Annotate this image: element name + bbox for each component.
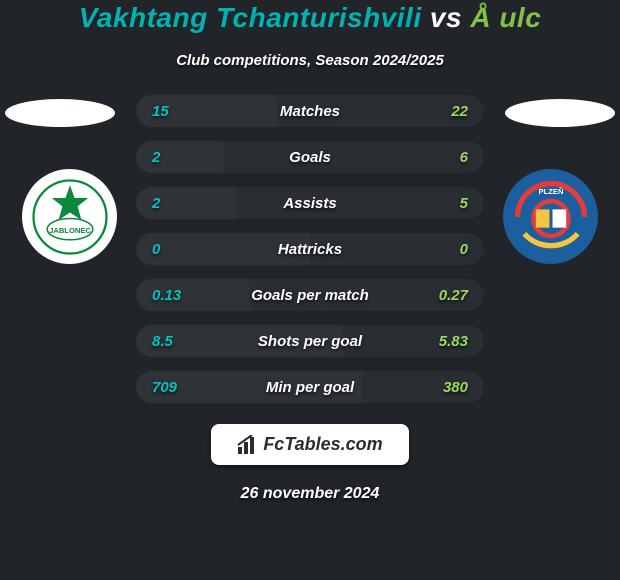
stat-value-right: 0 — [460, 241, 468, 258]
comparison-title: Vakhtang Tchanturishvili vs Å ulc — [0, 2, 620, 34]
stat-value-left: 8.5 — [152, 333, 173, 350]
stat-value-left: 15 — [152, 103, 169, 120]
player1-name: Vakhtang Tchanturishvili — [79, 2, 422, 33]
stat-value-left: 0.13 — [152, 287, 181, 304]
subtitle: Club competitions, Season 2024/2025 — [0, 52, 620, 69]
svg-text:PLZEŇ: PLZEŇ — [538, 187, 563, 196]
stat-value-right: 380 — [443, 379, 468, 396]
stat-value-right: 5.83 — [439, 333, 468, 350]
stat-label: Hattricks — [136, 241, 484, 258]
logo-text: FcTables.com — [263, 434, 382, 455]
footer: FcTables.com 26 november 2024 — [0, 424, 620, 503]
vs-separator: vs — [430, 2, 462, 33]
stat-row: 709Min per goal380 — [135, 370, 485, 404]
stat-value-left: 0 — [152, 241, 160, 258]
svg-text:JABLONEC: JABLONEC — [49, 225, 91, 234]
stat-value-left: 2 — [152, 149, 160, 166]
jablonec-badge: JABLONEC — [22, 169, 117, 264]
stat-value-left: 709 — [152, 379, 177, 396]
stat-row: 0.13Goals per match0.27 — [135, 278, 485, 312]
stat-row: 2Assists5 — [135, 186, 485, 220]
stat-row: 8.5Shots per goal5.83 — [135, 324, 485, 358]
viktoria-plzen-badge: PLZEŇ — [503, 169, 598, 264]
flag-right — [505, 99, 615, 127]
stat-row: 0Hattricks0 — [135, 232, 485, 266]
stat-value-right: 6 — [460, 149, 468, 166]
stats-list: 15Matches222Goals62Assists50Hattricks00.… — [135, 94, 485, 416]
stat-value-right: 0.27 — [439, 287, 468, 304]
chart-icon — [237, 435, 259, 455]
stat-label: Assists — [136, 195, 484, 212]
date-label: 26 november 2024 — [0, 485, 620, 503]
stat-row: 2Goals6 — [135, 140, 485, 174]
stat-label: Goals per match — [136, 287, 484, 304]
club-crest-icon: JABLONEC — [32, 179, 108, 255]
stat-label: Shots per goal — [136, 333, 484, 350]
club-crest-icon: PLZEŇ — [513, 179, 589, 255]
stat-label: Matches — [136, 103, 484, 120]
flag-left — [5, 99, 115, 127]
fctables-logo: FcTables.com — [211, 424, 408, 465]
player2-name: Å ulc — [470, 2, 541, 33]
stat-value-left: 2 — [152, 195, 160, 212]
stats-area: JABLONEC PLZEŇ 15Matches222Goals62Assist… — [0, 99, 620, 409]
stat-row: 15Matches22 — [135, 94, 485, 128]
stat-label: Goals — [136, 149, 484, 166]
stat-value-right: 22 — [451, 103, 468, 120]
stat-label: Min per goal — [136, 379, 484, 396]
stat-value-right: 5 — [460, 195, 468, 212]
